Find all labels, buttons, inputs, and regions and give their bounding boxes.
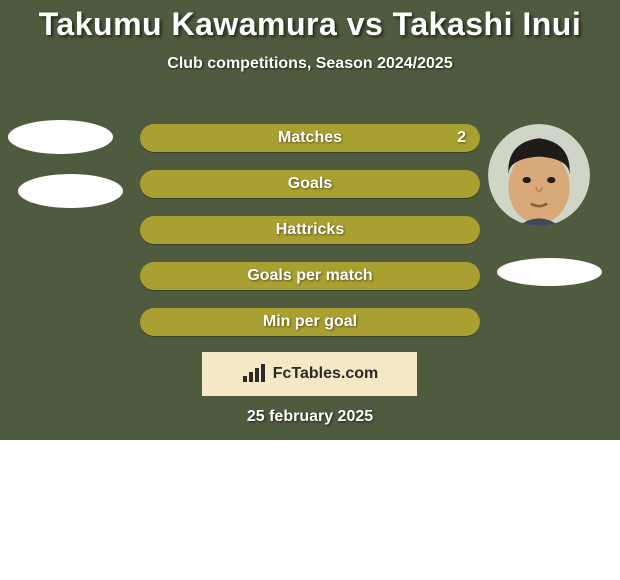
- comparison-card: Takumu Kawamura vs Takashi Inui Club com…: [0, 0, 620, 440]
- player2-badge-placeholder: [497, 258, 602, 286]
- bar-chart-icon: [241, 364, 267, 384]
- stat-bar-label: Min per goal: [263, 313, 357, 331]
- stat-bar-value-right: 2: [457, 129, 466, 147]
- stat-bar-min-per-goal: Min per goal: [140, 308, 480, 336]
- blank-area: [0, 440, 620, 580]
- stat-bars: Matches 2 Goals Hattricks Goals per matc…: [140, 124, 480, 354]
- stat-bar-matches: Matches 2: [140, 124, 480, 152]
- stat-bar-label: Matches: [278, 129, 342, 147]
- page-title: Takumu Kawamura vs Takashi Inui: [0, 0, 620, 43]
- player1-avatar-placeholder-top: [8, 120, 113, 154]
- stat-bar-label: Hattricks: [276, 221, 344, 239]
- subtitle: Club competitions, Season 2024/2025: [0, 55, 620, 73]
- player2-avatar: [488, 124, 590, 226]
- logo-text: FcTables.com: [273, 365, 379, 383]
- face-eye-right: [547, 177, 555, 183]
- stat-bar-goals-per-match: Goals per match: [140, 262, 480, 290]
- date-text: 25 february 2025: [0, 408, 620, 426]
- player2-face-icon: [488, 124, 590, 226]
- face-eye-left: [523, 177, 531, 183]
- logo-badge: FcTables.com: [202, 352, 417, 396]
- stat-bar-label: Goals: [288, 175, 332, 193]
- face-skin: [508, 151, 569, 224]
- stat-bar-hattricks: Hattricks: [140, 216, 480, 244]
- stat-bar-label: Goals per match: [247, 267, 372, 285]
- player1-avatar-placeholder-bottom: [18, 174, 123, 208]
- stat-bar-goals: Goals: [140, 170, 480, 198]
